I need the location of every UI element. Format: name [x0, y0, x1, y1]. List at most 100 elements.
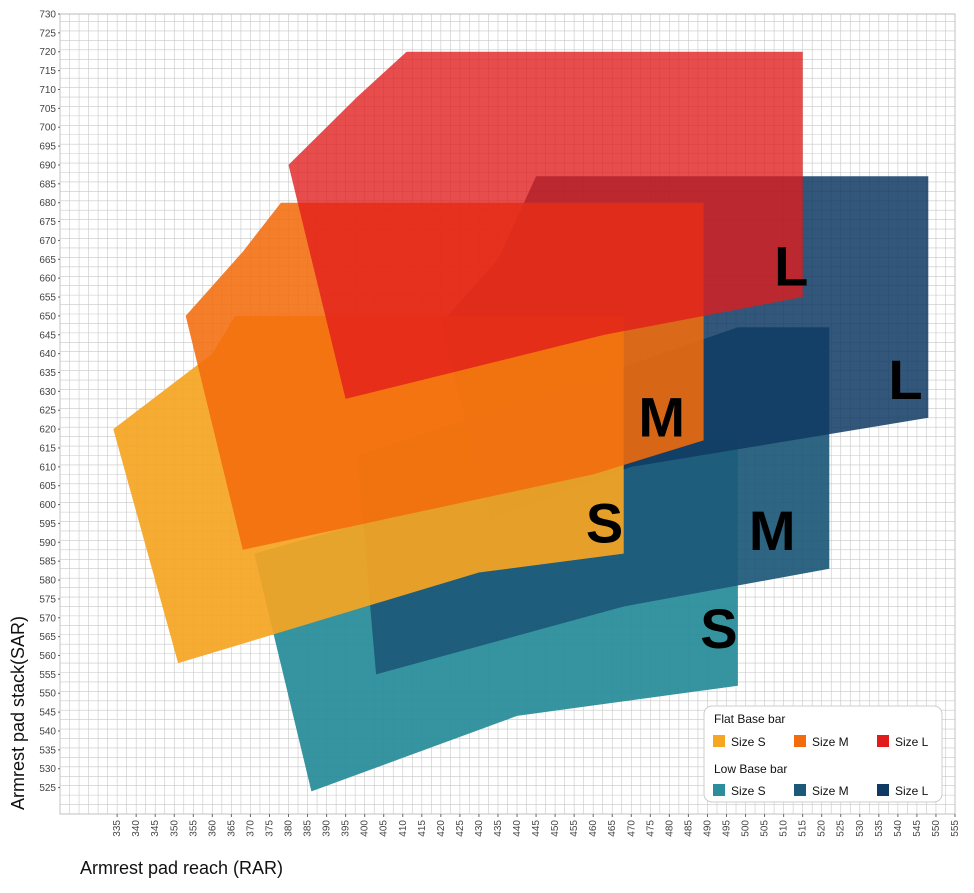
y-tick-label: 710	[39, 85, 56, 96]
x-tick-label: 360	[207, 820, 218, 837]
x-tick-label: 375	[264, 820, 275, 837]
x-tick-label: 335	[112, 820, 123, 837]
legend-label-flat-l: Size L	[895, 735, 929, 749]
legend-swatch-low-l	[877, 784, 889, 796]
x-tick-label: 440	[512, 820, 523, 837]
y-tick-label: 665	[39, 255, 56, 266]
x-tick-label: 495	[721, 820, 732, 837]
x-tick-label: 500	[741, 820, 752, 837]
legend-swatch-flat-s	[713, 735, 725, 747]
size-label-flat-l: L	[774, 235, 808, 298]
x-tick-label: 425	[455, 820, 466, 837]
x-tick-label: 490	[702, 820, 713, 837]
x-tick-label: 530	[855, 820, 866, 837]
x-tick-label: 445	[531, 820, 542, 837]
x-tick-label: 350	[169, 820, 180, 837]
y-tick-label: 680	[39, 198, 56, 209]
y-tick-label: 570	[39, 613, 56, 624]
x-tick-label: 510	[779, 820, 790, 837]
y-tick-label: 560	[39, 651, 56, 662]
x-tick-label: 475	[645, 820, 656, 837]
y-tick-label: 720	[39, 47, 56, 58]
x-tick-label: 505	[760, 820, 771, 837]
y-tick-label: 535	[39, 745, 56, 756]
y-tick-label: 540	[39, 726, 56, 737]
x-tick-label: 550	[931, 820, 942, 837]
y-tick-label: 565	[39, 632, 56, 643]
x-tick-label: 415	[417, 820, 428, 837]
area-flat-l	[288, 51, 803, 399]
x-tick-label: 400	[360, 820, 371, 837]
y-tick-label: 715	[39, 66, 56, 77]
y-tick-label: 605	[39, 481, 56, 492]
x-tick-label: 345	[150, 820, 161, 837]
x-tick-label: 380	[284, 820, 295, 837]
y-tick-label: 640	[39, 349, 56, 360]
legend-swatch-flat-m	[794, 735, 806, 747]
y-tick-label: 660	[39, 274, 56, 285]
legend-swatch-low-s	[713, 784, 725, 796]
y-tick-label: 670	[39, 236, 56, 247]
y-tick-label: 590	[39, 538, 56, 549]
y-tick-label: 675	[39, 217, 56, 228]
x-tick-label: 520	[817, 820, 828, 837]
x-tick-label: 515	[798, 820, 809, 837]
y-tick-label: 650	[39, 311, 56, 322]
size-label-low-m: M	[749, 499, 796, 562]
legend-title-flat: Flat Base bar	[714, 712, 785, 726]
x-tick-label: 395	[341, 820, 352, 837]
x-tick-label: 485	[683, 820, 694, 837]
y-tick-label: 705	[39, 104, 56, 115]
y-tick-label: 580	[39, 576, 56, 587]
y-tick-label: 645	[39, 330, 56, 341]
y-tick-label: 620	[39, 425, 56, 436]
x-tick-label: 465	[607, 820, 618, 837]
y-tick-label: 690	[39, 160, 56, 171]
legend-label-low-s: Size S	[731, 784, 766, 798]
x-tick-label: 340	[131, 820, 142, 837]
legend-label-flat-s: Size S	[731, 735, 766, 749]
y-tick-label: 685	[39, 179, 56, 190]
x-tick-label: 365	[226, 820, 237, 837]
y-tick-label: 695	[39, 142, 56, 153]
y-tick-label: 615	[39, 443, 56, 454]
x-tick-label: 480	[664, 820, 675, 837]
y-tick-label: 595	[39, 519, 56, 530]
x-axis-label: Armrest pad reach (RAR)	[80, 858, 283, 878]
y-tick-label: 575	[39, 594, 56, 605]
y-tick-label: 610	[39, 462, 56, 473]
size-label-flat-m: M	[638, 386, 685, 449]
y-tick-label: 655	[39, 293, 56, 304]
x-tick-label: 555	[950, 820, 961, 837]
y-axis-label: Armrest pad stack(SAR)	[8, 616, 28, 810]
x-tick-label: 540	[893, 820, 904, 837]
x-tick-label: 390	[322, 820, 333, 837]
y-tick-label: 700	[39, 123, 56, 134]
y-tick-label: 530	[39, 764, 56, 775]
x-tick-label: 370	[245, 820, 256, 837]
y-tick-label: 600	[39, 500, 56, 511]
y-tick-label: 630	[39, 387, 56, 398]
y-tick-label: 525	[39, 783, 56, 794]
legend: Flat Base bar Size S Size M Size L Low B…	[703, 705, 943, 803]
legend-box	[703, 705, 943, 803]
y-tick-label: 635	[39, 368, 56, 379]
x-tick-label: 405	[379, 820, 390, 837]
legend-swatch-flat-l	[877, 735, 889, 747]
y-tick-label: 625	[39, 406, 56, 417]
x-tick-label: 435	[493, 820, 504, 837]
y-tick-label: 545	[39, 708, 56, 719]
x-tick-label: 470	[626, 820, 637, 837]
size-label-flat-s: S	[586, 491, 623, 554]
legend-label-flat-m: Size M	[812, 735, 849, 749]
y-tick-label: 725	[39, 28, 56, 39]
x-tick-label: 535	[874, 820, 885, 837]
legend-label-low-l: Size L	[895, 784, 929, 798]
x-tick-label: 545	[912, 820, 923, 837]
y-tick-label: 550	[39, 689, 56, 700]
y-tick-label: 730	[39, 10, 56, 21]
legend-label-low-m: Size M	[812, 784, 849, 798]
x-tick-label: 455	[569, 820, 580, 837]
